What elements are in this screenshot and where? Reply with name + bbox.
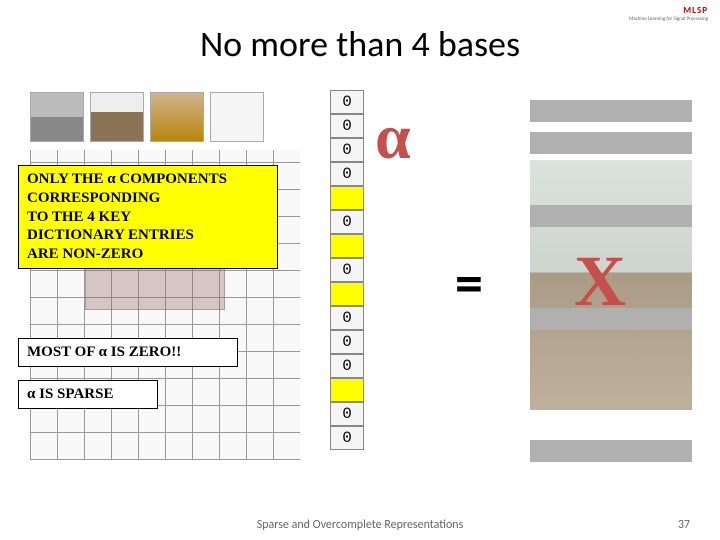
vector-cell-zero: 0	[330, 426, 364, 450]
vector-cell-nonzero	[330, 234, 364, 258]
callout-nonzero: ONLY THE α COMPONENTS CORRESPONDING TO T…	[18, 165, 278, 269]
page-title: No more than 4 bases	[0, 22, 720, 66]
vector-cell-zero: 0	[330, 114, 364, 138]
equals-symbol: =	[455, 250, 483, 318]
x-gray-strip	[530, 205, 692, 227]
x-result-area: X	[530, 100, 692, 460]
callout-line: CORRESPONDING	[27, 189, 269, 208]
vector-cell-zero: 0	[330, 306, 364, 330]
x-gray-strip	[530, 100, 692, 122]
vector-cell-nonzero	[330, 378, 364, 402]
vector-cell-zero: 0	[330, 210, 364, 234]
callout-sparse-text: α IS SPARSE	[27, 386, 113, 402]
vector-cell-zero: 0	[330, 402, 364, 426]
callout-line: ONLY THE α COMPONENTS	[27, 170, 269, 189]
x-symbol: X	[574, 240, 626, 323]
alpha-vector: 00000000000	[330, 90, 364, 450]
thumb-tree-color	[90, 92, 144, 142]
thumbnail-row	[30, 92, 264, 142]
vector-cell-nonzero	[330, 282, 364, 306]
thumb-truck	[210, 92, 264, 142]
callout-line: TO THE 4 KEY	[27, 208, 269, 227]
logo-text: MLSP	[683, 5, 708, 16]
vector-cell-zero: 0	[330, 330, 364, 354]
vector-cell-zero: 0	[330, 138, 364, 162]
page-number: 37	[678, 518, 690, 532]
x-gray-strip	[530, 440, 692, 462]
callout-zero: MOST OF α IS ZERO!!	[18, 338, 238, 367]
vector-cell-zero: 0	[330, 162, 364, 186]
vector-cell-zero: 0	[330, 90, 364, 114]
vector-cell-nonzero	[330, 186, 364, 210]
x-gray-strip	[530, 132, 692, 154]
callout-line: DICTIONARY ENTRIES	[27, 226, 269, 245]
vector-cell-zero: 0	[330, 354, 364, 378]
vector-cell-zero: 0	[330, 258, 364, 282]
callout-sparse: α IS SPARSE	[18, 380, 158, 409]
footer-text: Sparse and Overcomplete Representations	[0, 518, 720, 532]
alpha-symbol: α	[375, 100, 411, 174]
thumb-person	[150, 92, 204, 142]
callout-line: ARE NON-ZERO	[27, 245, 269, 264]
thumb-tree-gray	[30, 92, 84, 142]
